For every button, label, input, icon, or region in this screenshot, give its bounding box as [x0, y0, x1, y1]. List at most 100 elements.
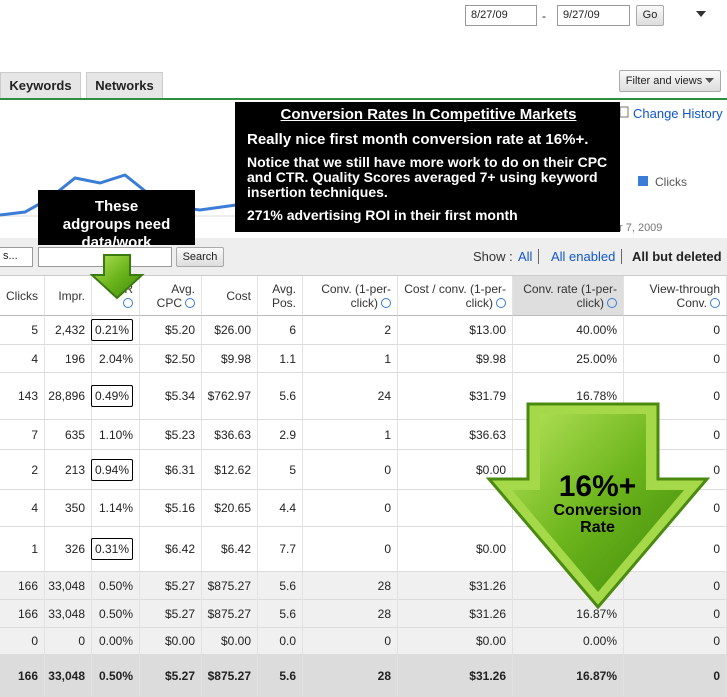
cell-value: $6.31: [164, 462, 195, 477]
cell-value: 4.4: [279, 501, 296, 515]
start-date-input[interactable]: 8/27/09: [465, 5, 537, 26]
help-icon[interactable]: [607, 298, 617, 309]
table-cell: $36.63: [202, 420, 258, 450]
end-date-input[interactable]: 9/27/09: [557, 5, 630, 26]
filter-label: Filter and views: [625, 75, 703, 87]
cell-value: 28: [377, 606, 391, 621]
cell-value: 0: [78, 634, 85, 648]
callout-line: 271% advertising ROI in their first mont…: [247, 207, 518, 223]
table-cell: 5: [0, 316, 45, 345]
filter-button[interactable]: Filter and views: [619, 70, 721, 92]
table-cell: 213: [45, 450, 92, 490]
table-cell: $26.00: [202, 316, 258, 345]
cell-value: $0.00: [220, 634, 251, 648]
table-cell: 0.50%: [92, 572, 140, 600]
cell-value: 0: [713, 606, 720, 621]
table-cell: 1.1: [258, 345, 303, 373]
help-icon[interactable]: [381, 298, 391, 309]
table-cell: $31.26: [398, 572, 513, 600]
cell-value: 4: [31, 501, 38, 515]
callout-title: Conversion Rates In Competitive Markets: [280, 106, 577, 123]
cell-value: 0: [713, 323, 720, 337]
cell-value: 2,432: [54, 323, 85, 337]
cell-value: 1: [31, 542, 38, 556]
dropdown-arrow[interactable]: [695, 10, 707, 18]
table-cell: 0: [303, 628, 398, 655]
table-cell: 16.87%: [513, 600, 624, 628]
cell-value: $5.23: [164, 427, 195, 442]
cell-value: 0.00%: [582, 634, 617, 648]
help-icon[interactable]: [496, 298, 506, 309]
cell-value: $2.50: [164, 351, 195, 366]
change-history-link[interactable]: Change History: [633, 106, 723, 121]
table-cell: $5.23: [140, 420, 202, 450]
go-button[interactable]: Go: [636, 5, 664, 26]
cell-value: $31.26: [469, 668, 506, 683]
table-cell: $0.00: [398, 628, 513, 655]
table-cell: 33,048: [45, 572, 92, 600]
cell-value: 196: [64, 351, 85, 366]
cell-value: 166: [17, 606, 38, 621]
table-cell: 33,048: [45, 655, 92, 697]
table-cell: 350: [45, 490, 92, 527]
table-cell: 1: [0, 527, 45, 572]
table-cell: $31.26: [398, 600, 513, 628]
table-cell: $31.79: [398, 373, 513, 420]
legend-swatch: [638, 176, 648, 186]
cell-value: 33,048: [48, 578, 85, 593]
arrow-headline: 16%+: [558, 470, 637, 503]
cell-value: $6.42: [220, 542, 251, 556]
column-header: Clicks: [0, 276, 45, 316]
cell-value: 0: [31, 634, 38, 648]
cell-value: 7: [31, 427, 38, 442]
table-cell: 25.00%: [513, 345, 624, 373]
cell-value: 5.6: [279, 578, 296, 593]
table-cell: $2.50: [140, 345, 202, 373]
graph-date: r 7, 2009: [619, 222, 663, 234]
adgroups-note: These adgroups need data/work: [38, 190, 195, 251]
cell-value: 28: [377, 668, 391, 683]
cell-value: 4: [31, 351, 38, 366]
cell-value: 326: [64, 542, 85, 556]
filter-link[interactable]: All enabled: [551, 249, 623, 264]
cell-value: 5.6: [279, 389, 296, 403]
cell-value: 0.50%: [98, 606, 133, 621]
table-cell: 28: [303, 572, 398, 600]
table-cell: $875.27: [202, 600, 258, 628]
cell-value: $0.00: [164, 634, 195, 648]
table-cell: $0.00: [398, 450, 513, 490]
table-cell: $9.98: [202, 345, 258, 373]
cell-value: 33,048: [48, 606, 85, 621]
cell-value: 5.6: [279, 668, 296, 683]
cell-value: $0.00: [475, 462, 506, 477]
filter-link[interactable]: All: [518, 249, 540, 264]
cell-value: $13.00: [469, 323, 506, 337]
cell-value: 2.9: [279, 427, 296, 442]
cell-value: $875.27: [207, 578, 251, 593]
show-label: Show :: [473, 249, 513, 264]
table-cell: 28: [303, 655, 398, 697]
tab[interactable]: Networks: [86, 72, 163, 99]
help-icon[interactable]: [123, 298, 133, 309]
cell-value: $31.79: [469, 389, 506, 403]
header-label: Cost / conv. (1-per-click): [404, 281, 506, 310]
header-label: View-through Conv.: [649, 281, 720, 310]
column-dropdown[interactable]: s...: [0, 247, 33, 267]
search-button[interactable]: Search: [176, 247, 224, 267]
table-cell: 0.50%: [92, 655, 140, 697]
help-icon[interactable]: [185, 298, 195, 309]
tab[interactable]: Keywords: [0, 72, 81, 99]
cell-value: 0.31%: [90, 538, 133, 560]
table-cell: 0.50%: [92, 600, 140, 628]
table-cell: 0: [303, 490, 398, 527]
arrow-caption: Conversion Rate: [553, 502, 642, 536]
table-cell: 143: [0, 373, 45, 420]
cell-value: $26.00: [214, 323, 251, 337]
table-cell: 635: [45, 420, 92, 450]
header-label: Clicks: [6, 288, 38, 303]
cell-value: $875.27: [207, 606, 251, 621]
help-icon[interactable]: [710, 298, 720, 309]
callout-line: Notice that we still have more work to d…: [247, 154, 608, 200]
filter-arrow: [705, 78, 714, 83]
table-cell: 4: [0, 490, 45, 527]
